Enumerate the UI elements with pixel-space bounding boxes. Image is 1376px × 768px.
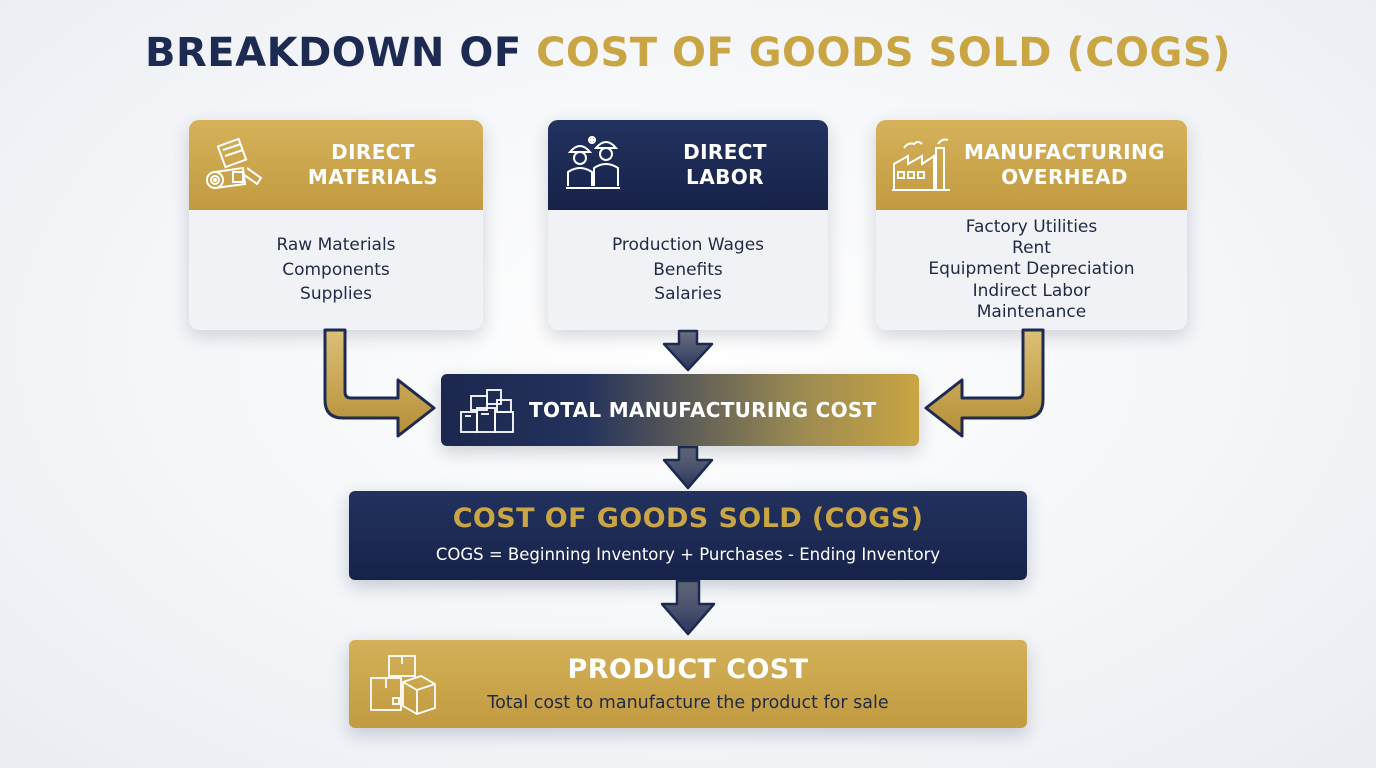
- list-item: Components: [282, 259, 390, 280]
- list-item: Equipment Depreciation: [928, 259, 1135, 280]
- title-part-1: BREAKDOWN OF: [145, 30, 522, 76]
- overhead-arrow: [924, 328, 1045, 438]
- direct-labor-header: DIRECT LABOR: [548, 120, 828, 210]
- boxes-icon: [460, 389, 514, 433]
- list-item: Supplies: [300, 284, 372, 305]
- list-item: Raw Materials: [276, 235, 396, 256]
- direct-materials-list: Raw Materials Components Supplies: [189, 210, 483, 330]
- list-item: Salaries: [654, 284, 722, 305]
- list-item: Benefits: [653, 259, 723, 280]
- cogs-box: COST OF GOODS SOLD (COGS) COGS = Beginni…: [349, 491, 1027, 580]
- list-item: Production Wages: [611, 235, 765, 256]
- cogs-formula: COGS = Beginning Inventory + Purchases -…: [435, 545, 941, 564]
- total-manufacturing-cost-label: TOTAL MANUFACTURING COST: [529, 398, 877, 422]
- packages-icon: [370, 655, 436, 715]
- product-cost-subtitle: Total cost to manufacture the product fo…: [487, 693, 889, 713]
- list-item: Maintenance: [976, 301, 1087, 322]
- total-manufacturing-cost-box: TOTAL MANUFACTURING COST: [441, 374, 919, 446]
- manufacturing-overhead-title: MANUFACTURING OVERHEAD: [964, 140, 1165, 189]
- workers-icon: [566, 136, 620, 189]
- manufacturing-overhead-card: MANUFACTURING OVERHEAD Factory Utilities …: [876, 120, 1187, 330]
- title-part-2: COST OF GOODS SOLD (COGS): [536, 30, 1231, 76]
- product-cost-title: PRODUCT COST: [567, 654, 809, 685]
- direct-materials-card: DIRECT MATERIALS Raw Materials Components…: [189, 120, 483, 330]
- list-item: Rent: [1012, 238, 1051, 259]
- list-item: Factory Utilities: [965, 216, 1098, 237]
- manufacturing-overhead-header: MANUFACTURING OVERHEAD: [876, 120, 1187, 210]
- list-item: Indirect Labor: [972, 280, 1091, 301]
- materials-arrow: [323, 328, 436, 438]
- factory-icon: [892, 138, 950, 191]
- cogs-to-product-arrow: [660, 579, 716, 636]
- direct-materials-header: DIRECT MATERIALS: [189, 120, 483, 210]
- direct-labor-card: DIRECT LABOR Production Wages Benefits Sa…: [548, 120, 828, 330]
- direct-materials-title: DIRECT MATERIALS: [307, 140, 439, 189]
- direct-labor-list: Production Wages Benefits Salaries: [548, 210, 828, 330]
- cogs-title: COST OF GOODS SOLD (COGS): [452, 503, 924, 534]
- labor-arrow: [662, 329, 714, 372]
- materials-icon: [206, 137, 263, 189]
- direct-labor-title: DIRECT LABOR: [683, 140, 767, 189]
- tmc-to-cogs-arrow: [662, 445, 714, 490]
- manufacturing-overhead-list: Factory Utilities Rent Equipment Depreci…: [876, 210, 1187, 330]
- page-title: BREAKDOWN OF COST OF GOODS SOLD (COGS): [0, 30, 1376, 76]
- product-cost-box: PRODUCT COST Total cost to manufacture t…: [349, 640, 1027, 728]
